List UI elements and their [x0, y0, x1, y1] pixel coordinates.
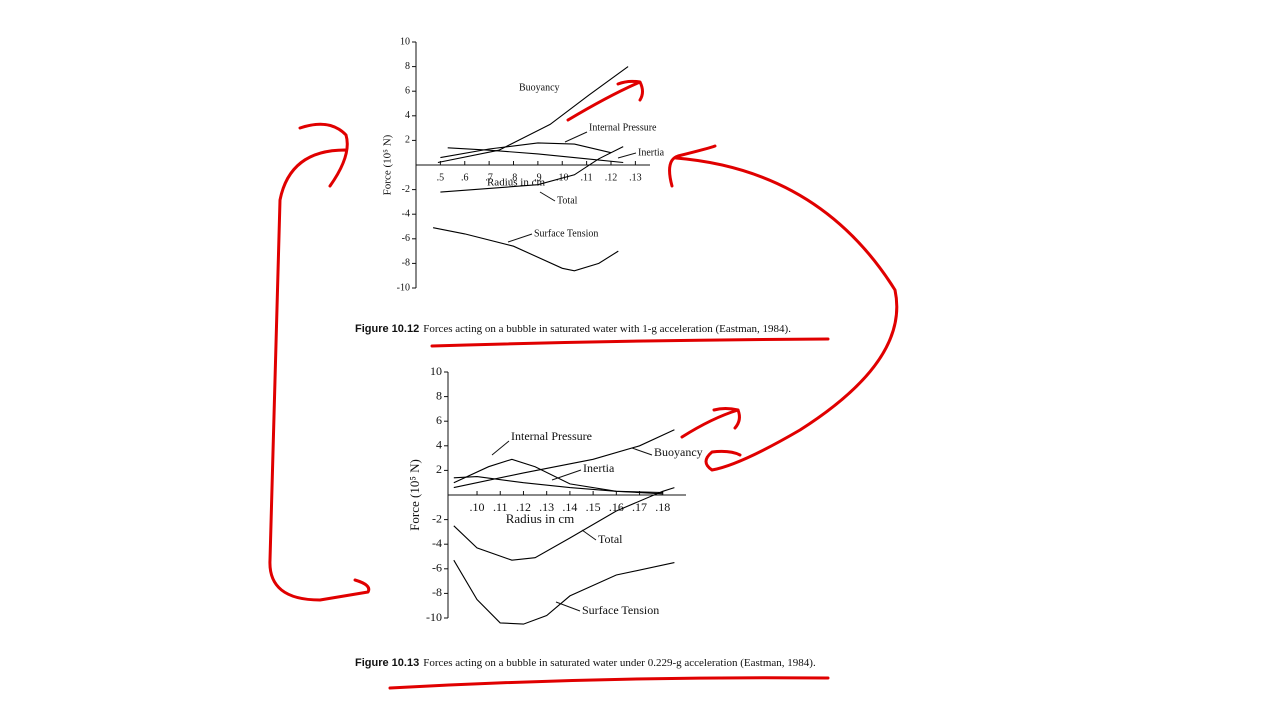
caption: Figure 10.12 Forces acting on a bubble in…: [355, 322, 831, 337]
curve-label: Total: [598, 532, 623, 546]
curve-label: Internal Pressure: [589, 122, 657, 133]
y-tick-label: 8: [436, 388, 442, 402]
y-tick-label: -8: [402, 258, 410, 269]
red-bracket: [268, 122, 371, 602]
leader-line: [507, 233, 533, 243]
x-tick-label: .14: [562, 500, 577, 514]
y-tick-label: 8: [405, 61, 410, 72]
y-tick-label: -2: [402, 184, 410, 195]
leader-line: [631, 447, 653, 456]
red-arrow-small-1: [566, 79, 644, 122]
curve: [432, 227, 619, 272]
y-tick-label: 6: [436, 413, 442, 427]
y-tick-label: -8: [432, 585, 442, 599]
leader-line: [581, 529, 597, 541]
curve: [437, 66, 629, 164]
y-axis-label: Force (10⁵ N): [407, 459, 422, 531]
y-tick-label: -6: [402, 233, 410, 244]
curve: [453, 476, 663, 495]
annotations: [268, 79, 899, 690]
underline-2: [388, 676, 830, 690]
curve: [453, 559, 675, 625]
leader-line: [617, 152, 637, 159]
y-tick-label: -2: [432, 511, 442, 525]
y-tick-label: -4: [402, 208, 410, 219]
x-tick-label: .9: [534, 172, 542, 183]
curve: [440, 142, 612, 159]
leader-line: [491, 440, 510, 456]
curve-label: Internal Pressure: [511, 429, 592, 443]
x-tick-label: .10: [470, 500, 485, 514]
underline-1: [430, 337, 830, 348]
red-arrow-small-2: [680, 407, 741, 439]
leader-line: [539, 191, 556, 202]
leader-line: [555, 601, 581, 612]
curve-label: Surface Tension: [582, 603, 659, 617]
caption-label: Figure 10.13: [355, 657, 420, 669]
curve: [440, 146, 624, 193]
y-tick-label: -10: [397, 282, 410, 293]
caption-label: Figure 10.12: [355, 323, 420, 335]
x-tick-label: .12: [605, 172, 618, 183]
curve-label: Inertia: [638, 147, 665, 158]
x-tick-label: .6: [461, 172, 469, 183]
leader-line: [564, 131, 588, 143]
x-tick-label: .16: [609, 500, 624, 514]
y-tick-label: 2: [436, 462, 442, 476]
curve-label: Inertia: [583, 461, 615, 475]
x-tick-label: .13: [539, 500, 554, 514]
red-arrow-right: [668, 144, 899, 472]
curve: [453, 429, 675, 489]
x-tick-label: .5: [437, 172, 445, 183]
y-axis-label: Force (10⁵ N): [382, 134, 394, 195]
curve: [453, 458, 663, 494]
x-tick-label: .13: [629, 172, 642, 183]
x-axis-label: Radius in cm: [506, 511, 575, 526]
curve-label: Surface Tension: [534, 228, 598, 239]
curve: [447, 147, 624, 164]
x-tick-label: .12: [516, 500, 531, 514]
x-tick-label: .7: [485, 172, 493, 183]
y-tick-label: -6: [432, 561, 442, 575]
y-tick-label: 2: [405, 135, 410, 146]
x-tick-label: .17: [632, 500, 647, 514]
y-tick-label: 10: [430, 364, 442, 378]
y-tick-label: 10: [400, 36, 410, 47]
y-tick-label: 4: [405, 110, 410, 121]
y-tick-label: 6: [405, 85, 410, 96]
curve-label: Buoyancy: [654, 445, 703, 459]
curve: [453, 487, 675, 561]
caption-text: Forces acting on a bubble in saturated w…: [423, 323, 791, 335]
curve-label: Total: [557, 195, 578, 206]
leader-line: [551, 469, 582, 481]
curve-label: Buoyancy: [519, 82, 560, 93]
y-tick-label: 4: [436, 438, 442, 452]
x-tick-label: .11: [581, 172, 593, 183]
x-tick-label: .11: [493, 500, 508, 514]
caption: Figure 10.13 Forces acting on a bubble in…: [355, 656, 831, 671]
caption-text: Forces acting on a bubble in saturated w…: [423, 657, 816, 669]
x-tick-label: .15: [586, 500, 601, 514]
x-tick-label: .18: [655, 500, 670, 514]
y-tick-label: -10: [426, 610, 442, 624]
y-tick-label: -4: [432, 536, 442, 550]
x-tick-label: .8: [510, 172, 518, 183]
